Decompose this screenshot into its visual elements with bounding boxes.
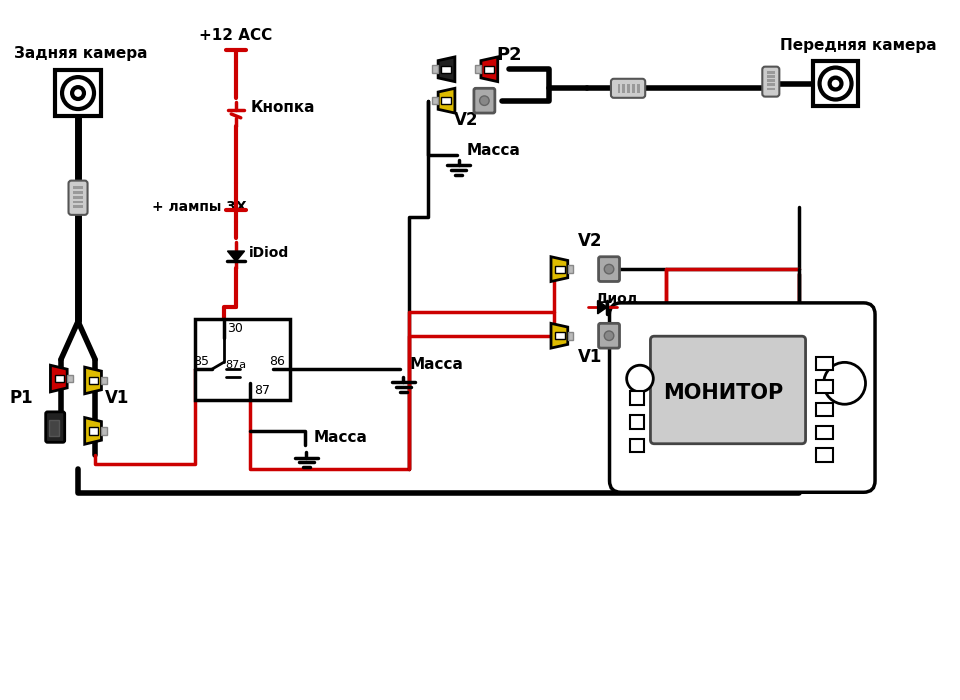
Bar — [89, 427, 98, 435]
Circle shape — [604, 265, 613, 274]
Text: 30: 30 — [228, 322, 243, 335]
Polygon shape — [551, 323, 567, 348]
Polygon shape — [598, 300, 607, 314]
Bar — [816, 380, 833, 393]
Polygon shape — [438, 88, 455, 113]
Bar — [631, 391, 644, 405]
Bar — [195, 319, 290, 400]
Bar — [767, 88, 775, 90]
Text: iDiod: iDiod — [250, 246, 290, 260]
Bar — [442, 66, 450, 73]
Bar — [632, 83, 635, 93]
Bar — [73, 191, 83, 194]
Circle shape — [829, 78, 842, 90]
Bar — [55, 374, 64, 382]
Text: Задняя камера: Задняя камера — [14, 46, 148, 61]
Circle shape — [62, 77, 94, 109]
Text: Масса: Масса — [314, 430, 368, 445]
Bar — [622, 83, 625, 93]
Bar — [50, 421, 59, 435]
Bar — [631, 415, 644, 428]
Text: V2: V2 — [578, 232, 602, 250]
Bar — [816, 357, 833, 370]
Bar — [567, 265, 573, 273]
FancyBboxPatch shape — [46, 412, 64, 442]
Bar — [767, 83, 775, 86]
Bar — [816, 449, 833, 462]
Text: 86: 86 — [270, 355, 285, 368]
FancyBboxPatch shape — [599, 323, 619, 348]
Bar — [484, 66, 493, 73]
Polygon shape — [228, 251, 245, 262]
Polygon shape — [84, 367, 102, 394]
Bar — [816, 426, 833, 439]
Bar — [631, 439, 644, 452]
Text: 87: 87 — [254, 384, 270, 397]
Bar — [102, 427, 108, 435]
Bar — [73, 186, 83, 189]
Bar — [67, 374, 73, 382]
Text: V1: V1 — [578, 348, 602, 365]
FancyBboxPatch shape — [762, 66, 780, 97]
Bar — [567, 332, 573, 340]
Polygon shape — [551, 257, 567, 281]
Text: Диод: Диод — [595, 292, 637, 306]
Bar — [767, 71, 775, 74]
Text: P2: P2 — [496, 46, 522, 64]
Bar — [617, 83, 620, 93]
Text: Передняя камера: Передняя камера — [780, 38, 937, 53]
Bar — [816, 402, 833, 416]
Bar — [73, 201, 83, 204]
Bar — [767, 79, 775, 82]
FancyBboxPatch shape — [611, 79, 645, 98]
FancyBboxPatch shape — [474, 88, 494, 113]
Bar — [432, 97, 438, 104]
Polygon shape — [438, 57, 455, 82]
Circle shape — [820, 68, 852, 99]
Text: 85: 85 — [193, 355, 208, 368]
FancyBboxPatch shape — [610, 303, 875, 492]
FancyBboxPatch shape — [68, 181, 87, 215]
Text: +12 ACC: +12 ACC — [200, 27, 273, 43]
Bar — [89, 377, 98, 384]
Bar — [73, 196, 83, 199]
Circle shape — [480, 96, 490, 106]
Circle shape — [604, 331, 613, 340]
Bar — [555, 265, 564, 272]
Bar — [813, 61, 858, 106]
Bar — [55, 70, 101, 116]
Polygon shape — [481, 57, 497, 82]
Circle shape — [72, 87, 84, 99]
Polygon shape — [84, 418, 102, 444]
Bar — [627, 83, 630, 93]
Bar — [636, 83, 639, 93]
Bar — [555, 332, 564, 340]
Bar — [767, 76, 775, 78]
FancyBboxPatch shape — [651, 336, 805, 444]
Circle shape — [824, 363, 866, 404]
Circle shape — [627, 365, 654, 392]
Polygon shape — [51, 365, 67, 392]
Bar — [102, 377, 108, 384]
Text: 87a: 87a — [226, 360, 247, 370]
Text: МОНИТОР: МОНИТОР — [663, 383, 783, 402]
Text: + лампы 3X: + лампы 3X — [153, 200, 247, 214]
Bar — [475, 66, 481, 73]
Text: Масса: Масса — [409, 357, 463, 372]
Bar — [73, 205, 83, 208]
FancyBboxPatch shape — [599, 257, 619, 281]
Bar — [442, 97, 450, 104]
Bar — [432, 66, 438, 73]
Text: V2: V2 — [454, 111, 478, 129]
Text: Кнопка: Кнопка — [251, 100, 315, 115]
Text: V1: V1 — [105, 389, 129, 407]
Text: Масса: Масса — [467, 143, 520, 158]
Text: P1: P1 — [10, 389, 34, 407]
